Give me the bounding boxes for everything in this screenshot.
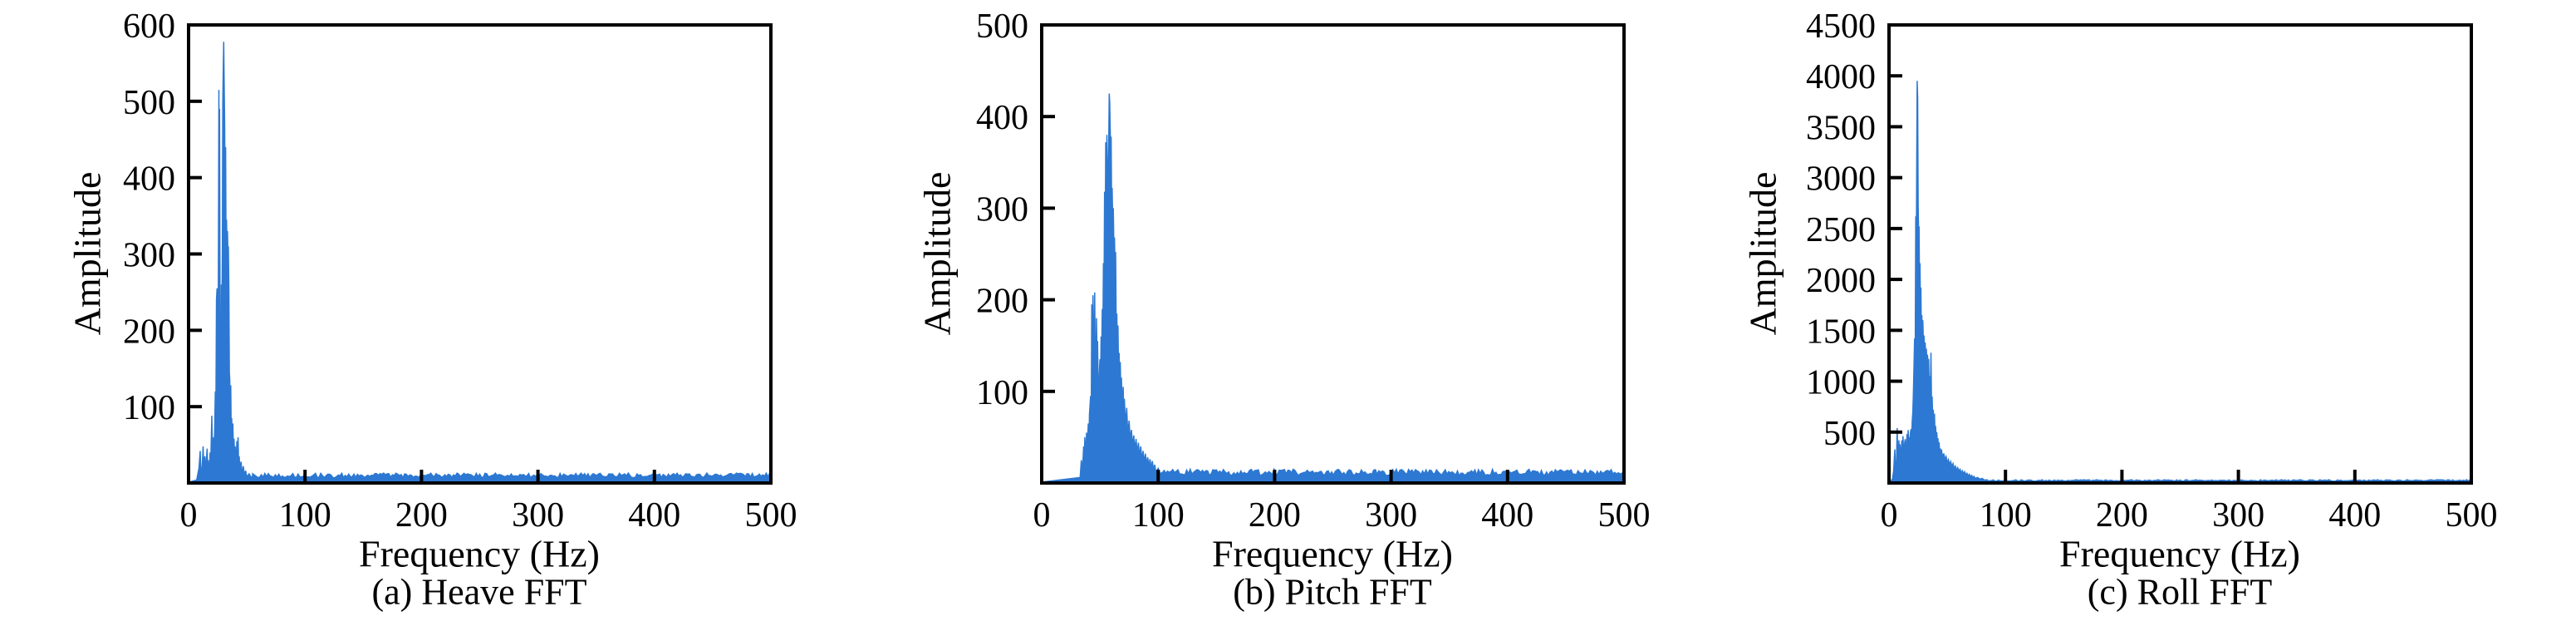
- pitch-y-axis-label: Amplitude: [915, 171, 959, 336]
- heave-x-tick-label: 0: [180, 496, 198, 535]
- pitch-caption: (b) Pitch FFT: [1233, 571, 1432, 613]
- pitch-x-tick-label: 0: [1033, 496, 1051, 535]
- roll-y-tick-label: 500: [1823, 415, 1876, 453]
- heave-x-axis-label: Frequency (Hz): [359, 532, 600, 575]
- pitch-y-tick-label: 300: [976, 190, 1028, 229]
- pitch-y-tick-label: 500: [976, 7, 1028, 46]
- roll-x-tick-label: 200: [2096, 496, 2148, 535]
- pitch-axes-box: [1040, 23, 1626, 485]
- heave-x-tick-label: 100: [279, 496, 331, 535]
- roll-x-tick-label: 0: [1881, 496, 1898, 535]
- roll-axes-box: [1887, 23, 2473, 485]
- roll-y-tick-label: 3500: [1806, 109, 1876, 147]
- heave-x-tick-label: 500: [745, 496, 797, 535]
- pitch-x-tick-label: 200: [1249, 496, 1301, 535]
- pitch-x-axis-label: Frequency (Hz): [1212, 532, 1453, 575]
- heave-y-tick-label: 300: [123, 237, 175, 275]
- roll-y-tick-label: 1000: [1806, 364, 1876, 402]
- roll-plot-area: 0 100 200 300 400 500 500 1000 1500 2000 2500 3000 3…: [1806, 7, 2498, 535]
- roll-x-axis-label: Frequency (Hz): [2059, 532, 2300, 575]
- roll-y-tick-label: 3000: [1806, 160, 1876, 199]
- roll-x-tick-label: 500: [2446, 496, 2498, 535]
- heave-y-tick-label: 500: [123, 84, 175, 122]
- pitch-x-tick-label: 100: [1132, 496, 1185, 535]
- pitch-x-tick-label: 300: [1365, 496, 1417, 535]
- roll-y-tick-label: 4500: [1806, 7, 1876, 46]
- heave-spectrum-series: [188, 42, 772, 484]
- heave-x-tick-label: 300: [512, 496, 564, 535]
- heave-y-tick-label: 600: [123, 7, 175, 46]
- pitch-x-tick-label: 500: [1598, 496, 1651, 535]
- roll-x-tick-label: 100: [1980, 496, 2032, 535]
- pitch-y-tick-label: 200: [976, 283, 1028, 321]
- roll-x-tick-label: 300: [2212, 496, 2264, 535]
- pitch-plot-area: 0 100 200 300 400 500 100 200 300 400 500: [976, 7, 1651, 535]
- heave-y-axis-label: Amplitude: [66, 171, 109, 336]
- roll-y-tick-label: 2500: [1806, 211, 1876, 249]
- pitch-y-tick-label: 400: [976, 99, 1028, 137]
- pitch-y-tick-label: 100: [976, 374, 1028, 412]
- roll-y-tick-label: 1500: [1806, 313, 1876, 351]
- pitch-x-tick-label: 400: [1481, 496, 1533, 535]
- roll-caption: (c) Roll FFT: [2087, 571, 2273, 613]
- roll-y-axis-label: Amplitude: [1741, 171, 1784, 336]
- heave-caption: (a) Heave FFT: [371, 571, 587, 613]
- heave-y-tick-label: 400: [123, 160, 175, 199]
- pitch-spectrum-series: [1041, 93, 1625, 484]
- heave-y-tick-label: 100: [123, 389, 175, 427]
- heave-y-tick-label: 200: [123, 313, 175, 351]
- roll-x-tick-label: 400: [2328, 496, 2381, 535]
- roll-spectrum-series: [1889, 81, 2473, 484]
- heave-plot-area: 0 100 200 300 400 500 100 200 300 400 500 600: [123, 7, 797, 535]
- heave-x-tick-label: 200: [395, 496, 448, 535]
- roll-y-tick-label: 4000: [1806, 58, 1876, 96]
- roll-y-tick-label: 2000: [1806, 262, 1876, 300]
- heave-axes-box: [187, 23, 773, 485]
- heave-x-tick-label: 400: [628, 496, 680, 535]
